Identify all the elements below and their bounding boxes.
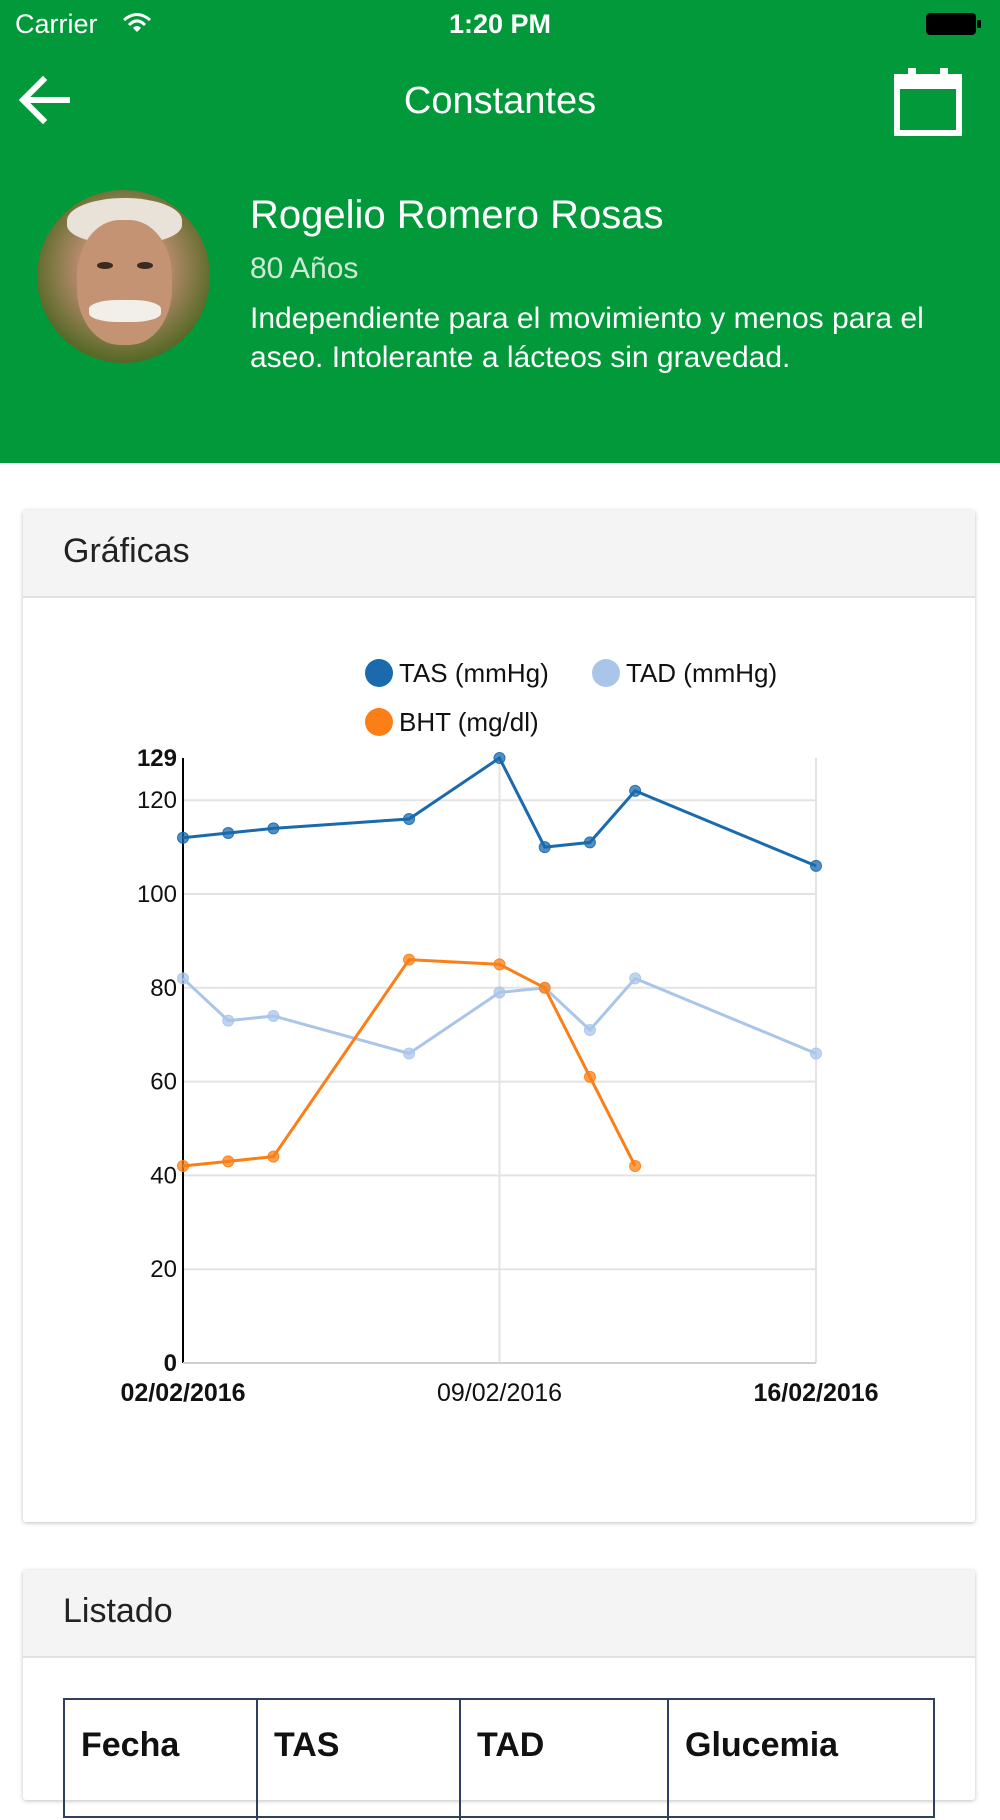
y-tick-label: 20 [150, 1256, 177, 1283]
series-point [810, 1047, 822, 1060]
series-point [493, 752, 506, 764]
list-card-header: Listado [23, 1570, 975, 1658]
x-tick-label: 16/02/2016 [753, 1379, 878, 1407]
series-point [177, 1160, 189, 1173]
series-point [538, 981, 551, 994]
charts-card-header: Gráficas [23, 510, 975, 598]
list-card-title: Listado [63, 1592, 173, 1630]
battery-icon [926, 13, 981, 35]
series-point [177, 831, 189, 844]
series-line [182, 958, 637, 1168]
patient-header: Carrier 1:20 PM Constantes Rogelio Romer… [0, 0, 1000, 463]
status-bar: Carrier 1:20 PM [0, 0, 1000, 50]
y-tick-label: 120 [137, 787, 177, 814]
y-tick-label: 129 [137, 745, 177, 772]
legend-swatch [365, 708, 393, 736]
series-point [583, 1024, 596, 1037]
series-point [629, 784, 642, 797]
legend-label: TAD (mmHg) [626, 658, 777, 688]
y-tick-label: 40 [150, 1162, 177, 1189]
readings-table: Fecha TAS TAD Glucemia [63, 1698, 935, 1820]
series-point [629, 1160, 642, 1173]
legend-label: BHT (mg/dl) [399, 707, 539, 737]
series-point [810, 859, 822, 872]
clock: 1:20 PM [448, 9, 552, 39]
series-point [403, 1047, 416, 1060]
carrier-label: Carrier [15, 9, 98, 39]
column-header-glucemia[interactable]: Glucemia [685, 1726, 839, 1764]
page-title: Constantes [403, 80, 597, 122]
wifi-icon [123, 13, 151, 32]
legend-swatch [365, 659, 393, 687]
series-point [222, 827, 235, 840]
series-point [493, 986, 506, 999]
series-point [538, 841, 551, 854]
calendar-icon[interactable] [892, 66, 964, 138]
series-point [403, 953, 416, 966]
x-tick-label: 02/02/2016 [120, 1379, 245, 1407]
charts-card: Gráficas 0 20 40 60 80 100 120 129 02/02/2016 09/… [23, 510, 975, 1522]
charts-card-title: Gráficas [63, 532, 190, 570]
patient-notes: Independiente para el movimiento y menos… [250, 302, 924, 374]
patient-age: 80 Años [250, 252, 359, 285]
series-point [222, 1155, 235, 1168]
list-card: Listado Fecha TAS TAD Glucemia [23, 1570, 975, 1820]
y-tick-label: 60 [150, 1069, 177, 1096]
series-point [267, 1150, 280, 1163]
column-header-tad[interactable]: TAD [461, 1700, 669, 1820]
series-point [222, 1014, 235, 1027]
series-point [583, 836, 596, 849]
patient-avatar [37, 190, 210, 363]
series-point [177, 972, 189, 985]
legend-swatch [592, 659, 620, 687]
series-point [267, 822, 280, 835]
series-point [403, 812, 416, 825]
patient-name: Rogelio Romero Rosas [250, 193, 664, 237]
legend-label: TAS (mmHg) [399, 658, 549, 688]
column-header-tas[interactable]: TAS [258, 1700, 461, 1820]
y-tick-label: 80 [150, 975, 177, 1002]
x-tick-label: 09/02/2016 [437, 1379, 562, 1407]
column-header-fecha[interactable]: Fecha [65, 1700, 258, 1820]
series-point [267, 1009, 280, 1022]
series-point [629, 972, 642, 985]
arrow-left-icon[interactable] [17, 72, 73, 128]
series-point [583, 1070, 596, 1083]
y-tick-label: 0 [164, 1350, 177, 1377]
series-point [493, 958, 506, 971]
vital-signs-chart: 0 20 40 60 80 100 120 129 02/02/2016 09/02/2016 16… [120, 658, 878, 1407]
y-tick-label: 100 [137, 881, 177, 908]
